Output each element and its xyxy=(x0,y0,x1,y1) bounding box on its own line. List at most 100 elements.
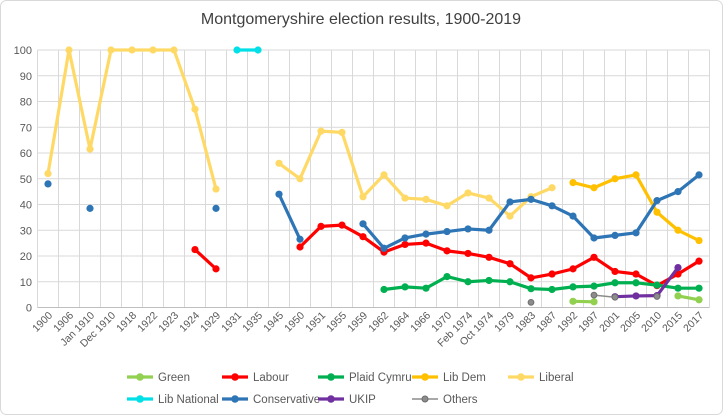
data-point-lib-dem-2015 xyxy=(674,226,682,234)
data-point-labour-1964 xyxy=(401,240,409,249)
data-point-plaid-cymru-1987 xyxy=(548,285,556,294)
data-point-green-2017 xyxy=(695,296,703,304)
data-point-conservative-2001 xyxy=(611,231,619,239)
data-point-labour-2017 xyxy=(695,257,703,265)
data-point-labour-2005 xyxy=(632,270,640,278)
legend-item-green: Green xyxy=(127,372,190,384)
legend-label: Plaid Cymru xyxy=(349,372,412,384)
legend-label: Labour xyxy=(253,372,289,384)
data-point-liberal-1966 xyxy=(422,195,430,203)
legend-item-lib-dem: Lib Dem xyxy=(412,372,486,384)
data-point-liberal-1987 xyxy=(548,184,556,192)
data-point-labour-1979 xyxy=(506,260,514,268)
data-point-plaid-cymru-Oct-1974 xyxy=(485,276,493,285)
data-point-green-1997 xyxy=(590,298,598,306)
data-point-lib-dem-2005 xyxy=(632,171,640,179)
data-point-plaid-cymru-1979 xyxy=(506,278,514,286)
data-point-ukip-2005 xyxy=(632,292,640,300)
data-point-labour-1951 xyxy=(317,222,325,230)
data-point-labour-1966 xyxy=(422,239,430,247)
data-point-conservative-Oct-1974 xyxy=(485,226,493,234)
legend-marker-icon xyxy=(421,395,429,403)
data-point-conservative-2010 xyxy=(653,197,661,205)
data-point-liberal-1924 xyxy=(191,105,199,113)
data-point-others-1983 xyxy=(527,298,535,306)
data-point-liberal-1950 xyxy=(296,175,304,183)
data-point-conservative-1970 xyxy=(443,227,451,236)
legend-label: Lib Dem xyxy=(443,372,486,384)
data-point-conservative-1992 xyxy=(569,212,577,220)
legend-marker-icon xyxy=(136,395,144,403)
data-point-liberal-1962 xyxy=(380,171,388,179)
data-point-plaid-cymru-2001 xyxy=(611,279,619,287)
data-point-lib-dem-2001 xyxy=(611,175,619,183)
y-tick-label: 90 xyxy=(20,71,32,83)
data-point-others-1997 xyxy=(590,291,598,299)
data-point-liberal-1906 xyxy=(65,46,73,54)
series-conservative xyxy=(44,171,703,252)
data-point-liberal-1945 xyxy=(275,159,283,167)
legend-label: Lib National xyxy=(158,394,219,406)
data-point-conservative-1950 xyxy=(296,235,304,243)
legend-marker-icon xyxy=(136,373,144,381)
data-point-liberal-Feb-1974 xyxy=(464,189,472,197)
data-point-conservative-1987 xyxy=(548,202,556,210)
y-tick-label: 10 xyxy=(20,277,32,289)
data-point-labour-Oct-1974 xyxy=(485,253,493,261)
series-green xyxy=(569,292,703,306)
legend-marker-icon xyxy=(231,395,239,403)
data-point-labour-1987 xyxy=(548,270,556,278)
data-point-ukip-2015 xyxy=(674,263,682,272)
data-point-conservative-1983 xyxy=(527,195,535,203)
data-point-labour-1983 xyxy=(527,274,535,282)
data-point-plaid-cymru-2005 xyxy=(632,279,640,287)
data-point-plaid-cymru-1992 xyxy=(569,283,577,291)
legend-marker-icon xyxy=(327,395,335,403)
series-ukip-line xyxy=(613,265,680,299)
data-point-labour-1929 xyxy=(212,265,220,273)
data-point-liberal-1923 xyxy=(170,46,178,54)
legend-item-others: Others xyxy=(412,394,478,406)
legend-item-conservative: Conservative xyxy=(222,394,320,406)
data-point-liberal-1929 xyxy=(212,185,220,193)
data-point-lib-dem-1997 xyxy=(590,184,598,192)
data-point-green-2015 xyxy=(674,292,682,300)
data-point-conservative-2005 xyxy=(632,229,640,237)
data-point-labour-1924 xyxy=(191,245,199,254)
data-point-lib-national-1935 xyxy=(254,46,262,54)
legend-label: Liberal xyxy=(539,372,574,384)
y-tick-label: 20 xyxy=(20,251,32,263)
y-tick-label: 70 xyxy=(20,122,32,134)
series-plaid-cymru-line xyxy=(382,275,701,292)
legend-marker-icon xyxy=(327,373,335,381)
data-point-labour-1959 xyxy=(359,233,367,241)
series-others-line xyxy=(593,294,616,298)
data-point-liberal-1955 xyxy=(338,128,346,136)
data-point-labour-1970 xyxy=(443,247,451,255)
data-point-plaid-cymru-1983 xyxy=(527,285,535,293)
data-point-conservative-1900 xyxy=(44,180,52,188)
y-tick-label: 100 xyxy=(14,45,32,57)
data-point-conservative-1966 xyxy=(422,230,430,238)
data-point-conservative-1959 xyxy=(359,220,367,228)
legend-marker-icon xyxy=(231,373,239,381)
data-point-labour-1997 xyxy=(590,253,598,261)
series-others xyxy=(527,291,661,306)
data-point-conservative-1997 xyxy=(590,234,598,242)
legend-label: UKIP xyxy=(349,394,376,406)
data-point-liberal-Oct-1974 xyxy=(485,194,493,202)
y-tick-label: 40 xyxy=(20,200,32,212)
series-conservative-line xyxy=(277,192,302,241)
data-point-plaid-cymru-2017 xyxy=(695,284,703,292)
data-point-liberal-Dec-1910 xyxy=(107,46,115,54)
data-point-plaid-cymru-1997 xyxy=(590,282,598,290)
data-point-labour-1955 xyxy=(338,221,346,229)
y-axis-labels: 0 10 20 30 40 50 60 70 80 90 100 xyxy=(14,45,32,315)
legend-label: Conservative xyxy=(253,394,320,406)
series-labour-line xyxy=(193,247,218,271)
legend-label: Others xyxy=(443,394,478,406)
data-point-green-1992 xyxy=(569,297,577,305)
data-point-liberal-1979 xyxy=(506,212,514,220)
